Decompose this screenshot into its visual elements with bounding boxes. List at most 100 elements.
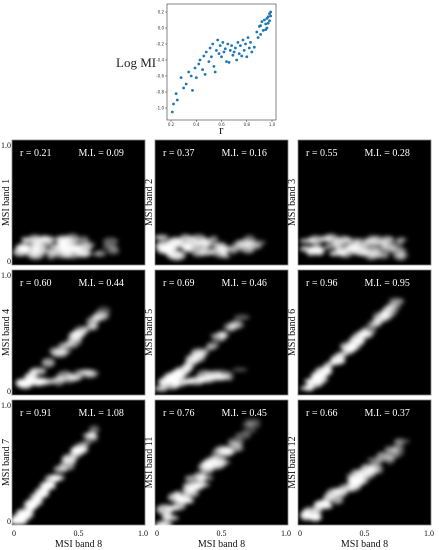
scatter-point bbox=[204, 50, 208, 54]
panel-mi-value: M.I. = 0.95 bbox=[365, 278, 410, 289]
density-blob bbox=[60, 248, 73, 255]
panel-mi-value: M.I. = 0.16 bbox=[222, 148, 267, 159]
density-blob bbox=[186, 235, 195, 240]
scatter-point bbox=[179, 76, 183, 79]
scatter-point bbox=[249, 41, 252, 44]
density-blob bbox=[396, 251, 406, 256]
scatter-x-axis-label: r bbox=[219, 122, 224, 137]
scatter-y-tick-label: -0.4 bbox=[156, 58, 164, 63]
panel-y-tick-label: 1.0 bbox=[1, 141, 11, 150]
scatter-point bbox=[184, 82, 188, 86]
density-blob bbox=[377, 451, 389, 457]
scatter-y-tick-label: 0.0 bbox=[158, 26, 165, 31]
panel-mi-value: M.I. = 0.37 bbox=[365, 408, 410, 419]
scatter-point bbox=[259, 33, 262, 36]
density-blob bbox=[52, 249, 65, 254]
scatter-point bbox=[241, 38, 245, 42]
density-blob bbox=[371, 318, 381, 325]
scatter-x-tick-label: 0.6 bbox=[218, 122, 225, 127]
density-blob bbox=[232, 367, 248, 372]
density-blob bbox=[221, 449, 237, 454]
panel-x-tick-label: 1.0 bbox=[281, 529, 291, 538]
density-blob bbox=[65, 233, 80, 243]
scatter-point bbox=[228, 49, 232, 52]
density-blob bbox=[212, 333, 226, 343]
density-blob bbox=[102, 237, 119, 246]
panel-x-axis-label: MSI band 8 bbox=[55, 539, 102, 550]
scatter-point bbox=[198, 58, 202, 62]
scatter-point bbox=[193, 66, 197, 70]
density-blob bbox=[156, 240, 172, 249]
density-blob bbox=[227, 437, 244, 447]
scatter-x-tick-label: 0.4 bbox=[193, 122, 200, 127]
scatter-point bbox=[189, 74, 193, 78]
density-blob bbox=[29, 493, 48, 499]
panel-y-axis-label: MSI band 11 bbox=[144, 437, 155, 489]
density-blob bbox=[376, 253, 390, 259]
density-blob bbox=[310, 245, 326, 254]
panel-mi-value: M.I. = 0.09 bbox=[79, 148, 124, 159]
scatter-point bbox=[263, 18, 266, 22]
scatter-point bbox=[201, 68, 205, 71]
scatter-point bbox=[235, 58, 239, 62]
density-blob bbox=[21, 237, 31, 242]
scatter-point bbox=[244, 42, 247, 46]
density-blob bbox=[163, 515, 179, 521]
scatter-point bbox=[213, 70, 217, 74]
scatter-point bbox=[245, 55, 249, 59]
panel-y-axis-label: MSI band 5 bbox=[144, 309, 155, 356]
scatter-point bbox=[172, 102, 175, 106]
density-blob bbox=[166, 250, 182, 260]
panel-mi-value: M.I. = 0.46 bbox=[222, 278, 267, 289]
heatmap-grid: r = 0.21 M.I. = 0.09 MSI band 1 1.0 0 r = 0.3… bbox=[1, 139, 432, 529]
density-blob bbox=[382, 305, 399, 316]
density-blob bbox=[359, 249, 373, 255]
density-blob bbox=[16, 243, 30, 254]
scatter-point bbox=[256, 36, 260, 39]
density-blob bbox=[346, 243, 360, 254]
density-blob bbox=[206, 341, 219, 349]
density-blob bbox=[367, 457, 385, 463]
density-blob bbox=[235, 432, 251, 440]
density-blob bbox=[172, 502, 186, 510]
density-blob bbox=[189, 376, 205, 386]
density-blob bbox=[181, 243, 191, 251]
scatter-point bbox=[232, 50, 236, 54]
heatmap-panel: r = 0.37 M.I. = 0.16 MSI band 2 bbox=[144, 139, 289, 266]
panel-y-tick-label: 0 bbox=[7, 257, 11, 266]
density-blob bbox=[299, 245, 314, 252]
density-blob bbox=[196, 474, 207, 482]
scatter-point bbox=[242, 49, 246, 52]
density-blob bbox=[50, 474, 60, 482]
density-blob bbox=[32, 246, 41, 254]
scatter-point bbox=[208, 46, 212, 50]
scatter-point bbox=[260, 20, 264, 23]
heatmap-panel: r = 0.76 M.I. = 0.45 MSI band 11 bbox=[144, 399, 289, 529]
density-blob bbox=[80, 441, 92, 446]
scatter-point bbox=[174, 92, 178, 95]
heatmap-panel: r = 0.66 M.I. = 0.37 MSI band 12 bbox=[287, 399, 432, 526]
density-blob bbox=[31, 239, 42, 248]
scatter-point bbox=[259, 24, 262, 27]
panel-r-value: r = 0.60 bbox=[20, 278, 51, 289]
scatter-point bbox=[269, 14, 273, 18]
density-blob bbox=[11, 518, 26, 524]
scatter-point bbox=[230, 44, 234, 47]
density-blob bbox=[196, 240, 212, 246]
scatter-point bbox=[217, 52, 221, 55]
panel-x-tick-label: 0 bbox=[12, 529, 16, 538]
scatter-point bbox=[236, 41, 240, 44]
scatter-point bbox=[211, 42, 215, 46]
scatter-point bbox=[266, 15, 270, 19]
scatter-point bbox=[215, 49, 218, 52]
density-blob bbox=[159, 379, 168, 387]
panel-y-tick-label: 1.0 bbox=[1, 271, 11, 280]
density-blob bbox=[388, 246, 405, 253]
density-blob bbox=[170, 373, 185, 379]
panel-x-tick-label: 1.0 bbox=[138, 529, 148, 538]
density-blob bbox=[85, 370, 100, 377]
scatter-point bbox=[265, 26, 269, 30]
density-blob bbox=[216, 246, 233, 252]
density-blob bbox=[324, 244, 334, 250]
density-blob bbox=[53, 465, 68, 474]
